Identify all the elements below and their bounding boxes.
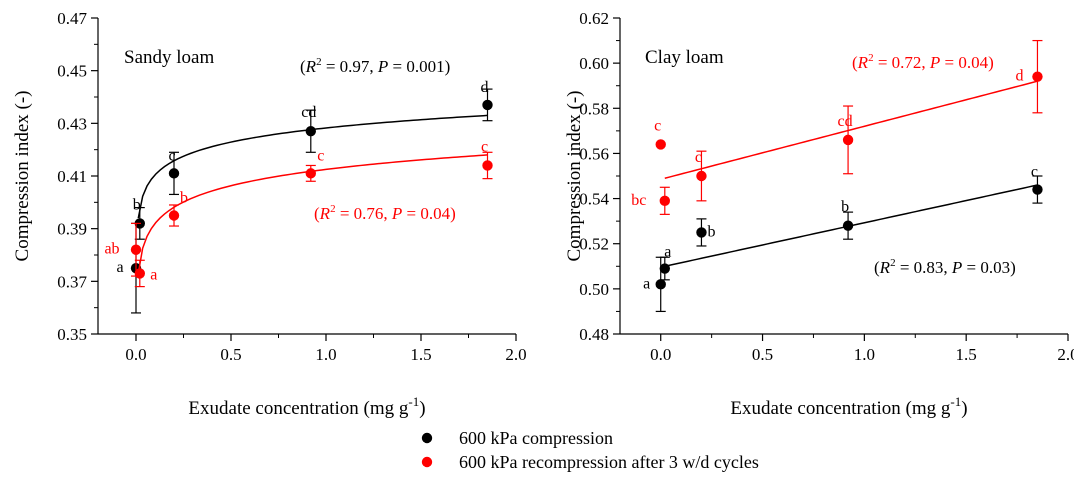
- data-point: [168, 210, 180, 221]
- data-point: [168, 168, 180, 179]
- panel-clay-loam: 0.48 0.50 0.52 0.54 0.56 0.58 0.60 0.62 0.0 0.5 1.…: [564, 9, 1074, 419]
- data-point: [696, 170, 707, 182]
- y-tick-label: 0.62: [579, 9, 609, 28]
- legend-marker: [421, 432, 433, 444]
- y-tick-label: 0.35: [57, 325, 87, 344]
- x-tick-label: 0.0: [650, 345, 671, 364]
- significance-letter: c: [654, 117, 661, 134]
- significance-letter: a: [150, 266, 157, 283]
- significance-letter: c: [695, 149, 702, 166]
- y-tick-label: 0.52: [579, 235, 609, 254]
- data-point: [842, 134, 854, 146]
- x-axis-label: Exudate concentration (mg g-1): [730, 394, 967, 419]
- data-point: [659, 195, 670, 207]
- data-point: [1032, 184, 1043, 195]
- significance-letter: b: [133, 196, 141, 213]
- y-tick-label: 0.56: [579, 144, 609, 163]
- significance-letter: b: [180, 190, 188, 207]
- x-axis-label: Exudate concentration (mg g-1): [188, 394, 425, 419]
- x-axis-label-sup: -1: [408, 394, 419, 409]
- x-tick-label: 0.0: [125, 345, 146, 364]
- fit-annotation: (R2 = 0.72, P = 0.04): [852, 52, 994, 72]
- data-point: [659, 263, 670, 274]
- legend-label: 600 kPa recompression after 3 w/d cycles: [459, 452, 759, 472]
- data-point: [305, 168, 316, 179]
- data-point: [482, 99, 493, 111]
- significance-letter: a: [643, 275, 650, 292]
- y-tick-label: 0.47: [57, 9, 87, 28]
- y-tick-label: 0.41: [57, 167, 87, 186]
- significance-letter: c: [1031, 164, 1038, 181]
- y-tick-label: 0.58: [579, 99, 609, 118]
- data-point: [130, 244, 142, 255]
- x-axis-label-main: Exudate concentration (mg g: [730, 398, 951, 419]
- y-tick-label: 0.39: [57, 220, 87, 239]
- x-tick-label: 1.5: [410, 345, 431, 364]
- y-tick-label: 0.54: [579, 190, 609, 209]
- significance-letter: b: [841, 199, 849, 216]
- y-tick-label: 0.50: [579, 280, 609, 299]
- x-axis-label-main: Exudate concentration (mg g: [188, 398, 409, 419]
- panel-sandy-loam: 0.35 0.37 0.39 0.41 0.43 0.45 0.47 0.0 0.5 1.0 1.5…: [12, 9, 527, 419]
- legend-label: 600 kPa compression: [459, 428, 613, 448]
- data-point: [482, 160, 493, 171]
- legend-item-0: 600 kPa compression: [421, 428, 613, 448]
- x-tick-label: 1.0: [315, 345, 336, 364]
- series-0: aa b b c (R2 = 0.83, P = 0.03): [643, 164, 1043, 313]
- fit-annotation: (R2 = 0.97, P = 0.001): [300, 56, 450, 76]
- fit-annotation: (R2 = 0.76, P = 0.04): [314, 203, 456, 223]
- x-axis-label-end: ): [419, 398, 425, 419]
- legend: 600 kPa compression 600 kPa recompression…: [421, 428, 759, 472]
- significance-letter: a: [664, 244, 671, 261]
- data-point: [842, 220, 854, 231]
- y-axis-label: Compression index (-): [12, 91, 33, 262]
- significance-letter: b: [707, 223, 715, 240]
- panel-title: Clay loam: [645, 47, 724, 68]
- x-tick-label: 0.5: [220, 345, 241, 364]
- x-axis-label-end: ): [961, 398, 967, 419]
- data-point: [655, 139, 666, 150]
- y-axis-label: Compression index (-): [564, 91, 585, 262]
- significance-letter: bc: [631, 192, 646, 209]
- data-point: [134, 268, 145, 279]
- significance-letter: ab: [104, 241, 119, 258]
- y-tick-label: 0.48: [579, 325, 609, 344]
- x-tick-label: 1.5: [956, 345, 977, 364]
- legend-marker: [421, 456, 433, 468]
- fit-annotation: (R2 = 0.83, P = 0.03): [874, 257, 1016, 277]
- x-tick-label: 2.0: [1057, 345, 1074, 364]
- significance-letter: d: [1015, 68, 1023, 85]
- x-tick-label: 0.5: [752, 345, 773, 364]
- significance-letter: a: [116, 259, 123, 276]
- x-axis-label-sup: -1: [950, 394, 961, 409]
- y-tick-label: 0.37: [57, 272, 87, 291]
- significance-letter: cd: [301, 104, 316, 121]
- significance-letter: cd: [838, 113, 853, 130]
- x-tick-label: 2.0: [505, 345, 526, 364]
- data-point: [1032, 71, 1043, 82]
- significance-letter: c: [317, 147, 324, 164]
- y-tick-label: 0.60: [579, 54, 609, 73]
- panel-title: Sandy loam: [124, 47, 214, 68]
- x-tick-label: 1.0: [854, 345, 875, 364]
- legend-item-1: 600 kPa recompression after 3 w/d cycles: [421, 452, 759, 472]
- data-point: [305, 126, 316, 137]
- significance-letter: d: [481, 79, 489, 96]
- y-tick-label: 0.45: [57, 62, 87, 81]
- data-point: [655, 279, 666, 290]
- data-point: [696, 227, 707, 238]
- significance-letter: c: [481, 138, 488, 155]
- significance-letter: c: [168, 147, 175, 164]
- y-tick-label: 0.43: [57, 114, 87, 133]
- series-0: a b c cd d (R2 = 0.97, P = 0.001): [116, 56, 493, 314]
- fit-line: [664, 80, 1038, 179]
